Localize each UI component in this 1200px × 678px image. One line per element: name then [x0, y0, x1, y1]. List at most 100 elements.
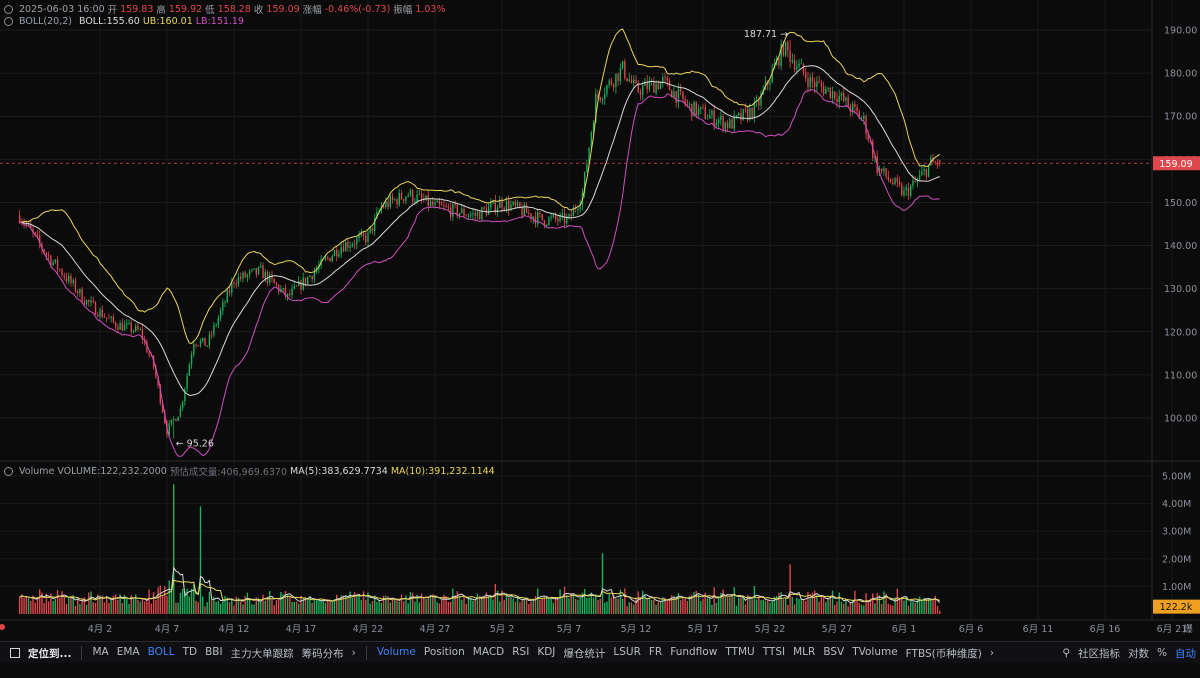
candle-body	[204, 337, 206, 347]
volume-bar	[836, 601, 838, 614]
candle-body	[608, 80, 610, 86]
chevron-right-icon-2[interactable]: ›	[989, 647, 995, 659]
candle-body	[74, 280, 77, 292]
volume-bar	[717, 596, 720, 614]
volume-bar	[18, 597, 21, 614]
volume-bar	[463, 595, 465, 614]
time-axis-label: 5月 2	[490, 624, 515, 635]
locate-icon[interactable]	[10, 648, 20, 658]
toolbar-main-indicator-5[interactable]: 主力大单跟踪	[230, 647, 294, 660]
toolbar-sub-indicator-9[interactable]: TTMU	[725, 645, 755, 658]
community-icon[interactable]: ⚲	[1062, 647, 1071, 659]
toolbar-log[interactable]: 对数	[1128, 647, 1150, 660]
volume-bar	[840, 601, 843, 614]
candle-body	[780, 43, 782, 66]
volume-name[interactable]: Volume	[19, 465, 55, 477]
boll-name[interactable]: BOLL(20,2)	[19, 16, 72, 27]
candle-body	[266, 271, 269, 283]
toolbar-sub-indicator-0[interactable]: Volume	[376, 645, 416, 658]
toolbar-sub-indicator-5[interactable]: 爆仓统计	[563, 647, 606, 660]
toolbar-sub-indicator-4[interactable]: KDJ	[537, 645, 556, 658]
toolbar-sub-indicator-2[interactable]: MACD	[472, 645, 505, 658]
candle-body	[793, 60, 796, 70]
indicator-settings-icon[interactable]	[4, 17, 13, 26]
volume-bar	[787, 605, 789, 614]
toolbar-percent[interactable]: %	[1157, 647, 1167, 659]
candle-body	[606, 85, 608, 95]
volume-bar	[528, 603, 530, 614]
candle-body	[499, 200, 501, 208]
volume-bar	[845, 600, 847, 614]
chevron-right-icon[interactable]: ›	[351, 647, 356, 659]
toolbar-sub-indicator-13[interactable]: TVolume	[852, 645, 898, 658]
candle-body	[668, 80, 671, 91]
volume-bar	[889, 604, 892, 614]
time-axis-label: 4月 12	[219, 624, 250, 635]
volume-bar	[81, 598, 83, 614]
volume-settings-icon[interactable]	[4, 466, 13, 476]
volume-bar	[800, 597, 802, 614]
volume-bar	[807, 592, 809, 614]
candle-body	[362, 232, 365, 236]
toolbar-sub-indicator-3[interactable]: RSI	[512, 645, 530, 658]
settings-circle-icon[interactable]	[4, 4, 13, 14]
volume-bar	[659, 601, 662, 614]
volume-bar	[204, 606, 206, 614]
candle-body	[791, 60, 794, 62]
volume-bar	[99, 595, 101, 614]
candle-body	[655, 83, 657, 93]
candle-body	[293, 285, 295, 289]
volume-bar	[119, 594, 121, 614]
candle-body	[358, 235, 360, 239]
toolbar-community[interactable]: 社区指标	[1078, 647, 1121, 660]
candle-body	[389, 196, 392, 208]
candle-body	[566, 216, 568, 224]
volume-bar	[235, 596, 237, 614]
volume-estimate: 预估成交量:406,969.6370	[169, 467, 287, 478]
volume-bar	[353, 592, 356, 614]
volume-bar	[735, 605, 738, 614]
volume-bar	[749, 596, 751, 614]
toolbar-main-indicator-4[interactable]: BBI	[205, 645, 223, 658]
toolbar-sub-indicator-7[interactable]: FR	[648, 645, 663, 658]
candle-body	[371, 227, 374, 232]
volume-bar	[744, 604, 747, 614]
toolbar-sub-indicator-6[interactable]: LSUR	[613, 645, 641, 658]
toolbar-main-indicator-3[interactable]: TD	[182, 645, 198, 658]
toolbar-sub-indicator-10[interactable]: TTSI	[762, 645, 786, 658]
toolbar-main-indicator-6[interactable]: 筹码分布	[301, 647, 344, 660]
volume-bar	[403, 601, 405, 614]
toolbar-sub-indicator-8[interactable]: Fundflow	[670, 645, 718, 658]
candle-body	[813, 82, 816, 87]
candle-body	[863, 115, 865, 119]
toolbar-main-indicator-1[interactable]: EMA	[116, 645, 140, 658]
volume-bar	[277, 598, 280, 614]
toolbar-sub-indicator-1[interactable]: Position	[423, 645, 465, 658]
candle-body	[666, 77, 668, 81]
candle-body	[894, 178, 896, 184]
volume-bar	[767, 600, 769, 614]
volume-bar	[722, 589, 724, 614]
candle-body	[327, 257, 329, 259]
toolbar-main-indicator-0[interactable]: MA	[92, 645, 109, 658]
candle-body	[117, 327, 119, 330]
volume-bar	[39, 589, 41, 614]
volume-bar	[811, 592, 814, 614]
candle-body	[644, 81, 646, 86]
candle-body	[275, 283, 278, 286]
toolbar-main-indicator-2[interactable]: BOLL	[147, 645, 175, 658]
locate-button[interactable]: 定位到...	[28, 647, 72, 660]
candle-body	[532, 216, 534, 219]
volume-bar	[237, 597, 240, 614]
toolbar-auto[interactable]: 自动	[1175, 647, 1196, 660]
candle-body	[717, 119, 720, 124]
volume-bar	[304, 597, 307, 614]
volume-bar	[97, 594, 99, 614]
toolbar-sub-indicator-12[interactable]: BSV	[823, 645, 845, 658]
toolbar-sub-indicator-14[interactable]: FTBS(币种维度)	[905, 647, 982, 660]
volume-bar	[331, 601, 333, 614]
volume-bar	[394, 599, 396, 614]
toolbar-sub-indicator-11[interactable]: MLR	[793, 645, 816, 658]
volume-bar	[851, 599, 854, 614]
